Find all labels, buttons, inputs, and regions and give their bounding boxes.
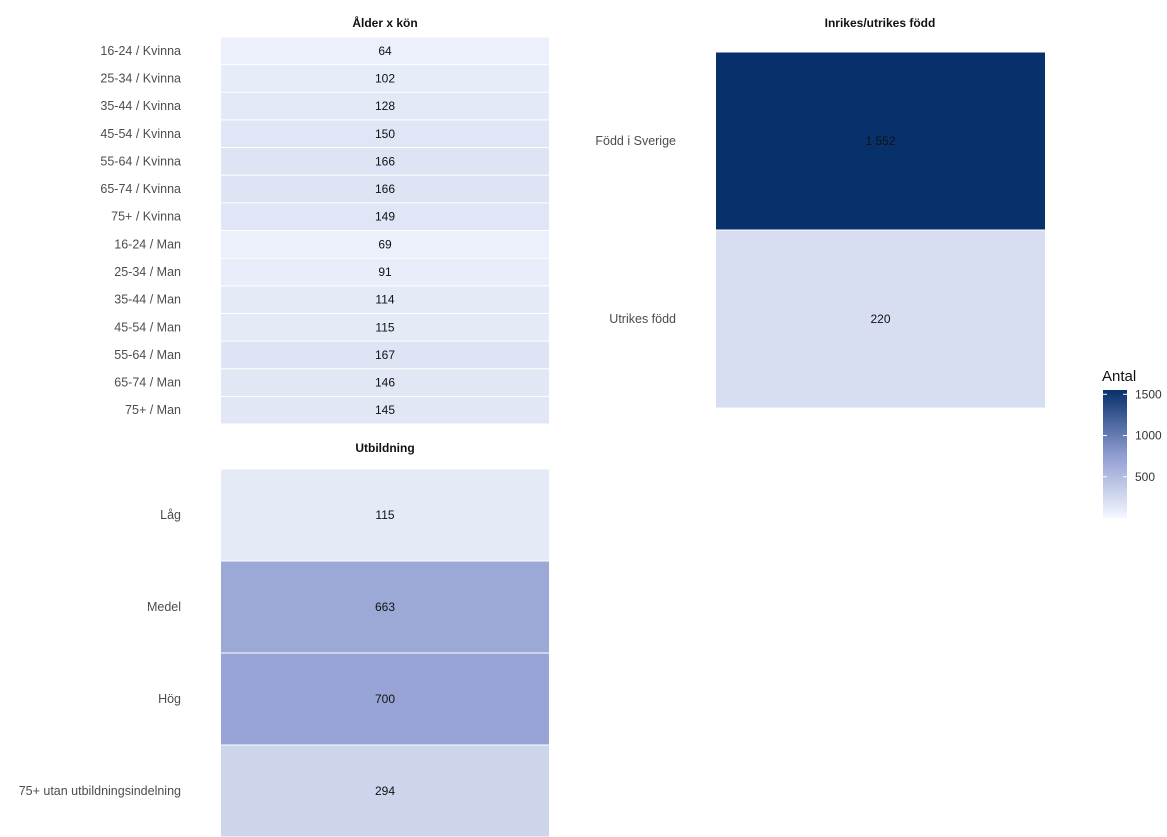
cell-value-label: 102	[375, 71, 395, 85]
cell-value-label: 150	[375, 127, 395, 141]
row-label: Född i Sverige	[595, 134, 676, 148]
heatmap-cell	[221, 341, 549, 369]
heatmap-cell	[221, 745, 549, 837]
cell-value-label: 167	[375, 348, 395, 362]
row-label: 16-24 / Man	[114, 237, 181, 251]
legend-colorbar	[1103, 390, 1127, 518]
cell-value-label: 146	[375, 376, 395, 390]
row-label: 25-34 / Kvinna	[100, 71, 181, 85]
row-label: 35-44 / Kvinna	[100, 99, 181, 113]
cell-value-label: 114	[375, 293, 394, 307]
heatmap-cell	[221, 313, 549, 341]
row-label: 55-64 / Man	[114, 348, 181, 362]
row-label: 45-54 / Kvinna	[100, 127, 181, 141]
legend-tick-label: 1000	[1135, 429, 1162, 443]
legend-tick-label: 500	[1135, 470, 1155, 484]
row-label: 65-74 / Kvinna	[100, 182, 181, 196]
heatmap-cell	[221, 120, 549, 148]
row-label: 65-74 / Man	[114, 376, 181, 390]
cell-value-label: 294	[375, 784, 395, 798]
row-label: 55-64 / Kvinna	[100, 154, 181, 168]
cell-value-label: 64	[378, 44, 392, 58]
heatmap-cell	[716, 52, 1045, 230]
heatmap-cell	[221, 258, 549, 286]
cell-value-label: 149	[375, 210, 395, 224]
panel-title: Utbildning	[355, 441, 414, 455]
panel-title: Inrikes/utrikes född	[825, 16, 936, 30]
legend-tick-label: 1500	[1135, 387, 1162, 401]
heatmap-cell	[221, 203, 549, 230]
cell-value-label: 91	[378, 265, 392, 279]
row-label: Låg	[160, 508, 181, 522]
cell-value-label: 166	[375, 182, 395, 196]
row-label: 75+ / Kvinna	[111, 210, 181, 224]
panel-birthplace: Inrikes/utrikes född Född i Sverige 1 552 U…	[595, 16, 1045, 408]
cell-value-label: 128	[375, 99, 395, 113]
row-label: Medel	[147, 600, 181, 614]
cell-value-label: 700	[375, 692, 395, 706]
row-label: 45-54 / Man	[114, 320, 181, 334]
row-label: Hög	[158, 692, 181, 706]
cell-value-label: 145	[375, 403, 395, 417]
row-label: 16-24 / Kvinna	[100, 44, 181, 58]
cell-value-label: 663	[375, 600, 395, 614]
cell-value-label: 220	[870, 312, 890, 326]
cell-value-label: 1 552	[865, 134, 895, 148]
heatmap-cell	[221, 561, 549, 653]
heatmap-cell	[221, 469, 549, 561]
row-label: 75+ utan utbildningsindelning	[19, 784, 181, 798]
cell-value-label: 115	[375, 320, 394, 334]
heatmap-cell	[221, 286, 549, 313]
legend-title: Antal	[1102, 368, 1136, 385]
cell-value-label: 166	[375, 154, 395, 168]
panel-education: Utbildning Låg 115 Medel 663 Hög 700 75+ utan u…	[19, 441, 549, 837]
row-label: 25-34 / Man	[114, 265, 181, 279]
heatmap-cell	[221, 148, 549, 175]
cell-value-label: 69	[378, 237, 392, 251]
panel-age-gender: Ålder x kön 16-24 / Kvinna 64 25-34 / Kvinn…	[100, 15, 549, 424]
row-label: Utrikes född	[609, 312, 676, 326]
row-label: 35-44 / Man	[114, 293, 181, 307]
heatmap-cell	[716, 230, 1045, 408]
row-label: 75+ / Man	[125, 403, 181, 417]
heatmap-cell	[221, 92, 549, 120]
panel-title: Ålder x kön	[352, 15, 417, 30]
heatmap-cell	[221, 369, 549, 396]
heatmap-cell	[221, 396, 549, 424]
heatmap-cell	[221, 65, 549, 92]
heatmap-cell	[221, 175, 549, 203]
cell-value-label: 115	[375, 508, 394, 522]
legend: Antal 1500 1000 500	[1102, 368, 1162, 518]
heatmap-cell	[221, 37, 549, 65]
heatmap-cell	[221, 653, 549, 745]
heatmap-cell	[221, 231, 549, 258]
